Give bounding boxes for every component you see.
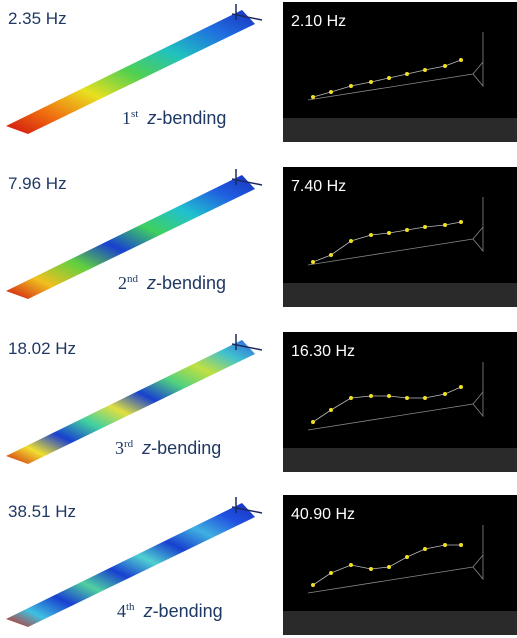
sensor-point <box>311 420 315 424</box>
sensor-point <box>405 555 409 559</box>
sensor-point <box>369 233 373 237</box>
sensor-point <box>349 84 353 88</box>
mode-axis: z <box>143 601 153 621</box>
mode-suffix: st <box>131 108 138 120</box>
sensor-point <box>311 95 315 99</box>
sensor-point <box>387 565 391 569</box>
sensor-point <box>369 394 373 398</box>
mode-axis: z <box>146 273 156 293</box>
mode-axis: z <box>141 438 151 458</box>
sensor-point <box>329 571 333 575</box>
test-frequency: 2.10 Hz <box>291 13 346 30</box>
fe-frequency: 7.96 Hz <box>8 174 67 193</box>
test-frequency: 16.30 Hz <box>291 343 355 360</box>
sensor-point <box>329 90 333 94</box>
test-frequency: 7.40 Hz <box>291 178 346 195</box>
sensor-point <box>369 567 373 571</box>
test-panel: 40.90 Hz <box>283 495 517 635</box>
panel-floor <box>283 611 517 635</box>
sensor-point <box>443 543 447 547</box>
fe-frequency: 38.51 Hz <box>8 502 76 521</box>
mode-rest: -bending <box>156 108 226 128</box>
mode-suffix: th <box>126 601 135 613</box>
sensor-point <box>443 223 447 227</box>
sensor-point <box>369 80 373 84</box>
mode-shape-figure: 2.35 Hz1stz-bending2.10 Hz7.96 Hz2ndz-be… <box>0 0 517 638</box>
sensor-point <box>329 253 333 257</box>
mode-suffix: rd <box>124 438 134 450</box>
test-panel: 16.30 Hz <box>283 332 517 472</box>
test-panel: 2.10 Hz <box>283 2 517 142</box>
sensor-point <box>329 408 333 412</box>
sensor-point <box>311 260 315 264</box>
mode-ordinal: 4 <box>117 601 126 621</box>
sensor-point <box>459 385 463 389</box>
sensor-point <box>459 543 463 547</box>
sensor-point <box>423 225 427 229</box>
mode-ordinal: 1 <box>122 108 131 128</box>
fe-frequency: 2.35 Hz <box>8 9 67 28</box>
fe-frequency: 18.02 Hz <box>8 339 76 358</box>
mode-axis: z <box>146 108 156 128</box>
sensor-point <box>349 563 353 567</box>
panel-floor <box>283 118 517 142</box>
mode-rest: -bending <box>153 601 223 621</box>
mode-rest: -bending <box>156 273 226 293</box>
sensor-point <box>443 64 447 68</box>
sensor-point <box>423 396 427 400</box>
panel-floor <box>283 283 517 307</box>
sensor-point <box>459 220 463 224</box>
sensor-point <box>387 231 391 235</box>
test-frequency: 40.90 Hz <box>291 506 355 523</box>
panel-floor <box>283 448 517 472</box>
sensor-point <box>423 68 427 72</box>
sensor-point <box>387 394 391 398</box>
sensor-point <box>443 392 447 396</box>
sensor-point <box>387 76 391 80</box>
sensor-point <box>349 396 353 400</box>
sensor-point <box>405 72 409 76</box>
mode-ordinal: 2 <box>118 273 127 293</box>
sensor-point <box>423 547 427 551</box>
mode-ordinal: 3 <box>115 438 124 458</box>
sensor-point <box>311 583 315 587</box>
sensor-point <box>349 239 353 243</box>
sensor-point <box>459 58 463 62</box>
sensor-point <box>405 396 409 400</box>
mode-rest: -bending <box>151 438 221 458</box>
mode-suffix: nd <box>127 273 139 285</box>
sensor-point <box>405 228 409 232</box>
test-panel: 7.40 Hz <box>283 167 517 307</box>
